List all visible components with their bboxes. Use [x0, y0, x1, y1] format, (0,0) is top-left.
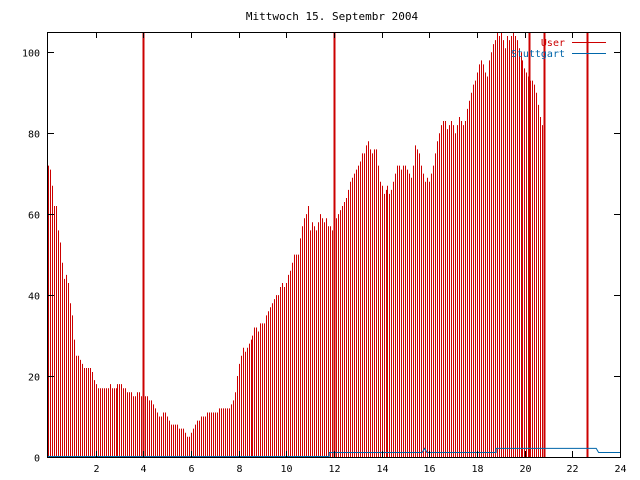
x-tick-label: 18 — [471, 464, 483, 475]
legend-label-stuttgart: Stuttgart — [511, 49, 565, 60]
x-tick-label: 12 — [328, 464, 340, 475]
x-tick-label: 16 — [423, 464, 435, 475]
stuttgart-line-series — [48, 447, 620, 457]
x-tick-label: 4 — [140, 464, 146, 475]
y-axis: 0 20 40 60 80 100 — [22, 49, 620, 465]
user-bar-series — [48, 32, 589, 457]
x-tick-label: 22 — [566, 464, 578, 475]
y-tick-label: 60 — [28, 211, 40, 222]
x-tick-label: 20 — [519, 464, 531, 475]
x-tick-label: 10 — [280, 464, 292, 475]
x-axis: 2 4 6 8 10 12 14 16 18 20 22 24 — [93, 32, 627, 475]
chart-title: Mittwoch 15. Septembr 2004 — [246, 10, 419, 23]
x-tick-label: 8 — [236, 464, 242, 475]
y-tick-label: 20 — [28, 373, 40, 384]
y-tick-label: 0 — [34, 454, 40, 465]
y-tick-label: 40 — [28, 292, 40, 303]
x-tick-label: 24 — [614, 464, 626, 475]
x-tick-label: 14 — [376, 464, 388, 475]
legend: User Stuttgart — [511, 38, 606, 60]
x-tick-label: 6 — [188, 464, 194, 475]
y-tick-label: 80 — [28, 130, 40, 141]
stuttgart-line — [48, 447, 620, 457]
x-tick-label: 2 — [93, 464, 99, 475]
y-tick-label: 100 — [22, 49, 40, 60]
legend-label-user: User — [541, 38, 565, 49]
